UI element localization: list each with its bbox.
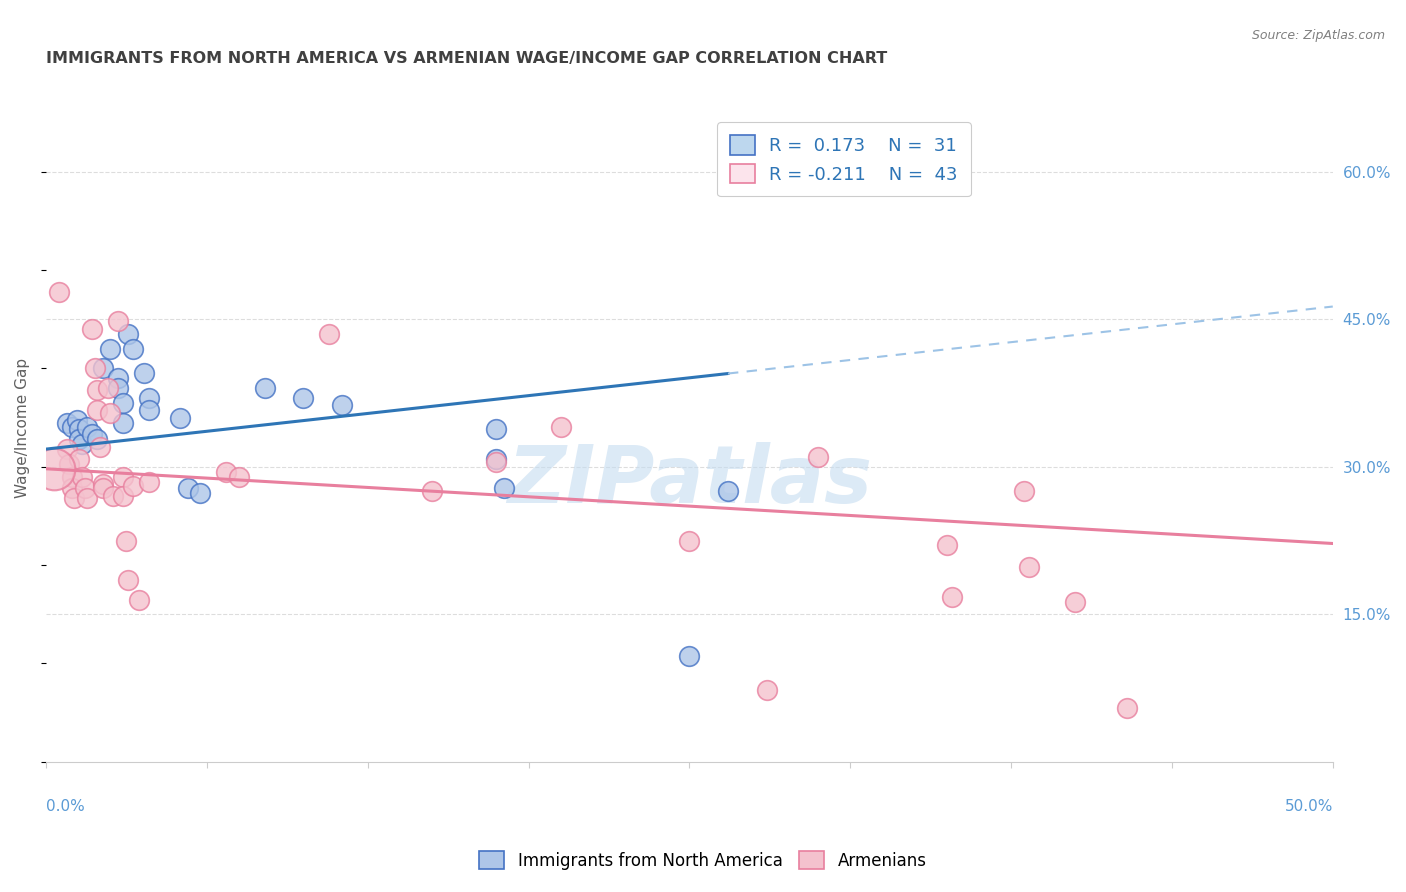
Point: [485, 451, 508, 466]
Point: [114, 533, 136, 548]
Point: [86, 402, 108, 417]
Point: [42, 462, 65, 476]
Point: [60, 420, 83, 434]
Point: [76, 420, 98, 434]
Point: [91, 482, 114, 496]
Point: [66, 412, 89, 426]
Point: [67, 422, 90, 436]
Text: 50.0%: 50.0%: [1285, 798, 1333, 814]
Point: [132, 367, 155, 381]
Text: ZIPatlas: ZIPatlas: [508, 442, 872, 520]
Point: [678, 533, 700, 548]
Point: [83, 361, 105, 376]
Point: [678, 648, 700, 663]
Point: [420, 484, 443, 499]
Point: [494, 482, 516, 496]
Point: [122, 479, 145, 493]
Point: [485, 455, 508, 469]
Point: [60, 469, 83, 483]
Legend: Immigrants from North America, Armenians: Immigrants from North America, Armenians: [472, 845, 934, 877]
Point: [807, 450, 830, 464]
Point: [91, 361, 114, 376]
Point: [70, 469, 93, 483]
Y-axis label: Wage/Income Gap: Wage/Income Gap: [15, 358, 30, 498]
Text: 0.0%: 0.0%: [46, 798, 84, 814]
Point: [138, 391, 160, 405]
Point: [485, 422, 508, 436]
Point: [60, 482, 83, 496]
Point: [318, 327, 340, 342]
Point: [101, 489, 124, 503]
Point: [128, 592, 150, 607]
Point: [70, 437, 93, 451]
Point: [73, 482, 96, 496]
Point: [67, 451, 90, 466]
Point: [89, 440, 111, 454]
Point: [935, 539, 957, 553]
Point: [138, 475, 160, 489]
Point: [112, 416, 135, 430]
Point: [107, 371, 129, 385]
Point: [112, 489, 135, 503]
Point: [755, 683, 778, 698]
Text: Source: ZipAtlas.com: Source: ZipAtlas.com: [1251, 29, 1385, 42]
Point: [58, 457, 80, 471]
Point: [122, 342, 145, 356]
Text: IMMIGRANTS FROM NORTH AMERICA VS ARMENIAN WAGE/INCOME GAP CORRELATION CHART: IMMIGRANTS FROM NORTH AMERICA VS ARMENIA…: [46, 52, 887, 66]
Point: [76, 491, 98, 506]
Point: [67, 432, 90, 446]
Legend: R =  0.173    N =  31, R = -0.211    N =  43: R = 0.173 N = 31, R = -0.211 N = 43: [717, 122, 970, 196]
Point: [86, 383, 108, 397]
Point: [941, 590, 963, 604]
Point: [98, 342, 121, 356]
Point: [112, 396, 135, 410]
Point: [86, 432, 108, 446]
Point: [550, 420, 572, 434]
Point: [169, 410, 191, 425]
Point: [98, 406, 121, 420]
Point: [91, 476, 114, 491]
Point: [112, 469, 135, 483]
Point: [55, 416, 77, 430]
Point: [1064, 594, 1087, 608]
Point: [717, 484, 740, 499]
Point: [107, 381, 129, 395]
Point: [253, 381, 276, 395]
Point: [82, 322, 104, 336]
Point: [176, 482, 198, 496]
Point: [48, 285, 70, 299]
Point: [190, 486, 212, 500]
Point: [55, 442, 77, 456]
Point: [1012, 484, 1035, 499]
Point: [228, 469, 250, 483]
Point: [117, 327, 139, 342]
Point: [138, 402, 160, 417]
Point: [292, 391, 315, 405]
Point: [330, 398, 353, 412]
Point: [117, 573, 139, 587]
Point: [1018, 560, 1040, 574]
Point: [1115, 700, 1137, 714]
Point: [97, 381, 120, 395]
Point: [215, 465, 238, 479]
Point: [82, 427, 104, 442]
Point: [63, 491, 86, 506]
Point: [107, 314, 129, 328]
